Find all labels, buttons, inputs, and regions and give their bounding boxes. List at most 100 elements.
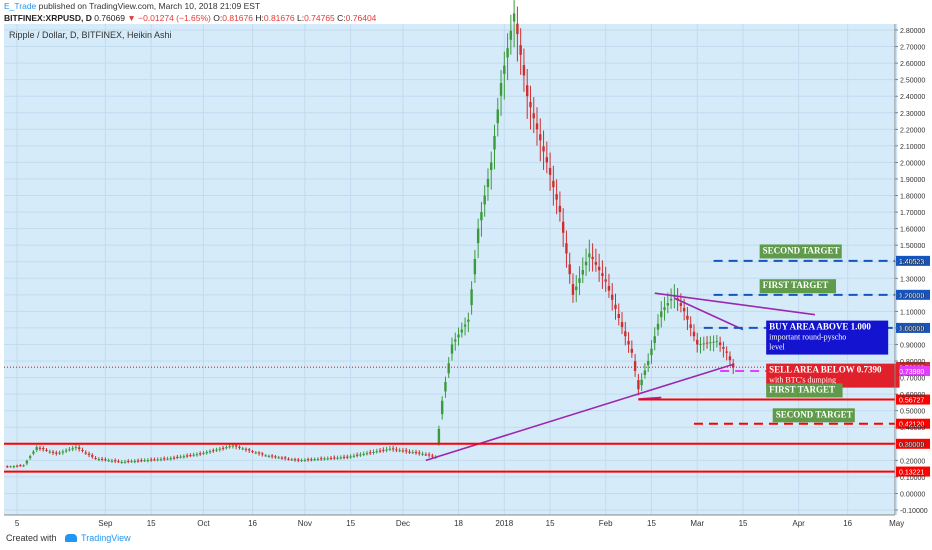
candle-body bbox=[391, 448, 395, 450]
candle-body bbox=[64, 450, 68, 452]
candle-body bbox=[51, 451, 55, 453]
symbol-label: BITFINEX:XRPUSD, D bbox=[4, 13, 92, 23]
candle-body bbox=[339, 457, 343, 459]
candle-body bbox=[715, 341, 719, 343]
candle-body bbox=[100, 458, 104, 460]
annotation-text: SECOND TARGET bbox=[776, 409, 853, 419]
candle-body bbox=[225, 447, 228, 449]
candle-body bbox=[444, 382, 447, 392]
candle-body bbox=[241, 448, 244, 450]
candle-body bbox=[234, 445, 238, 447]
candle-body bbox=[342, 456, 346, 458]
candle-body bbox=[169, 458, 172, 460]
level-tag-label: 0.56727 bbox=[899, 398, 924, 405]
candle-body bbox=[575, 286, 578, 291]
candle-body bbox=[620, 322, 624, 328]
candle-body bbox=[189, 455, 192, 457]
candle-body bbox=[427, 454, 431, 456]
candle-body bbox=[516, 23, 519, 35]
y-tick-label: 2.80000 bbox=[900, 28, 925, 35]
candle-body bbox=[38, 447, 42, 449]
candle-body bbox=[365, 453, 369, 455]
x-tick-label: Feb bbox=[599, 519, 613, 528]
level-tag bbox=[896, 365, 930, 376]
close-value: 0.76404 bbox=[345, 13, 377, 23]
candle-body bbox=[45, 449, 48, 451]
candle-body bbox=[405, 450, 408, 452]
candle-body bbox=[542, 146, 545, 152]
annotation-box bbox=[759, 244, 842, 259]
candle-body bbox=[696, 339, 699, 345]
candle-body bbox=[153, 459, 156, 461]
level-tag bbox=[896, 289, 930, 300]
candle-body bbox=[42, 448, 45, 450]
candle-body bbox=[378, 450, 382, 452]
candle-body bbox=[107, 460, 110, 462]
candle-body bbox=[686, 315, 689, 320]
candle-body bbox=[336, 457, 339, 459]
chart-title: Ripple / Dollar, D, BITFINEX, Heikin Ash… bbox=[9, 30, 172, 40]
candle-body bbox=[460, 329, 463, 333]
candle-body bbox=[68, 449, 71, 451]
candle-body bbox=[597, 266, 601, 271]
trendline bbox=[425, 363, 734, 462]
author-link[interactable]: E_Trade bbox=[4, 1, 37, 11]
candle-body bbox=[290, 459, 293, 461]
candle-body bbox=[199, 453, 202, 455]
candle-body bbox=[329, 458, 333, 460]
candle-body bbox=[545, 157, 549, 163]
annotation-text: BUY AREA ABOVE 1.000 bbox=[769, 322, 871, 332]
candle-body bbox=[28, 456, 32, 458]
candle-body bbox=[362, 453, 365, 455]
candle-body bbox=[369, 452, 372, 454]
candle-body bbox=[725, 351, 728, 353]
candle-body bbox=[310, 459, 313, 461]
y-tick-label: 1.30000 bbox=[900, 276, 925, 283]
candle-body bbox=[679, 303, 683, 306]
candle-body bbox=[248, 449, 251, 451]
candle-body bbox=[611, 294, 614, 300]
candle-body bbox=[388, 448, 392, 450]
footer: Created with TradingView bbox=[6, 533, 131, 543]
y-tick-label: 2.70000 bbox=[900, 45, 925, 52]
level-tag bbox=[896, 255, 930, 266]
candle-body bbox=[699, 343, 702, 345]
annotation-box bbox=[759, 279, 837, 294]
annotation-box bbox=[772, 408, 855, 423]
candle-body bbox=[650, 348, 653, 356]
tradingview-logo-icon bbox=[65, 534, 78, 542]
level-tag bbox=[896, 438, 930, 449]
candle-body bbox=[267, 455, 271, 457]
open-label: O: bbox=[213, 13, 223, 23]
candle-body bbox=[581, 270, 584, 275]
candle-body bbox=[722, 347, 725, 349]
y-tick-label: 0.70000 bbox=[900, 376, 925, 383]
candle-body bbox=[535, 123, 539, 130]
x-tick-label: 16 bbox=[248, 519, 257, 528]
candle-body bbox=[421, 453, 424, 455]
level-tag-label: 0.42120 bbox=[899, 422, 924, 429]
candle-body bbox=[561, 221, 565, 233]
candle-body bbox=[19, 465, 22, 467]
candle-body bbox=[607, 285, 611, 291]
candle-body bbox=[506, 48, 509, 58]
candle-body bbox=[280, 457, 284, 459]
candle-body bbox=[637, 380, 640, 390]
candle-body bbox=[496, 109, 499, 124]
candle-body bbox=[156, 459, 159, 461]
price-chart[interactable]: Ripple / Dollar, D, BITFINEX, Heikin Ash… bbox=[0, 0, 932, 530]
candle-body bbox=[467, 319, 470, 322]
candle-body bbox=[355, 454, 359, 456]
candle-body bbox=[352, 455, 356, 457]
annotation-text: level bbox=[769, 343, 785, 352]
candle-body bbox=[97, 459, 101, 461]
x-tick-label: 18 bbox=[454, 519, 463, 528]
y-tick-label: 1.60000 bbox=[900, 227, 925, 234]
candle-body bbox=[277, 457, 280, 459]
tradingview-link[interactable]: TradingView bbox=[81, 533, 131, 543]
plot-area[interactable] bbox=[4, 24, 895, 515]
y-tick-label: 1.70000 bbox=[900, 210, 925, 217]
candle-body bbox=[418, 452, 421, 454]
y-tick-label: 0.30000 bbox=[900, 442, 925, 449]
candle-body bbox=[552, 180, 555, 188]
